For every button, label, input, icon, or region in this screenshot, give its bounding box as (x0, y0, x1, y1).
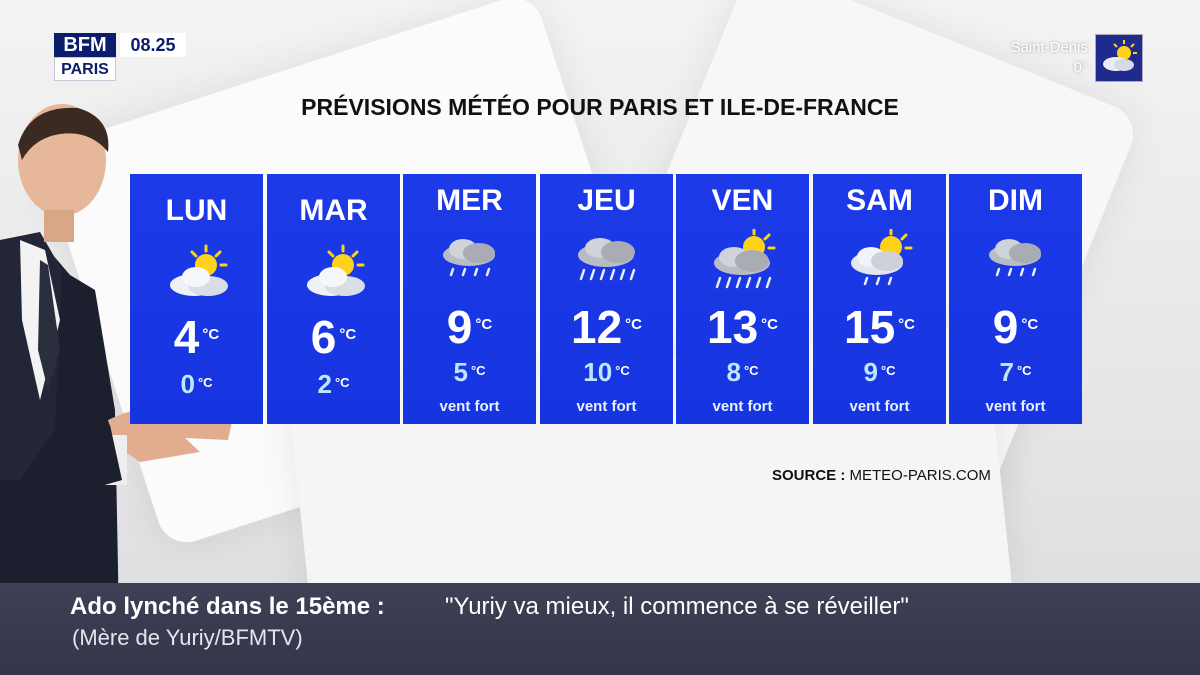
min-temperature: 8 °C (676, 359, 809, 385)
min-temperature-value: 7 (999, 357, 1014, 387)
max-temperature-unit: °C (761, 316, 778, 333)
forecast-title: PRÉVISIONS MÉTÉO POUR PARIS ET ILE-DE-FR… (301, 94, 899, 120)
max-temperature: 9 °C (949, 304, 1082, 350)
forecast-day-panel: LUN 4 °C 0 °C (130, 174, 263, 424)
forecast-day-panel: VEN 13 °C 8 °C vent fort (676, 174, 809, 424)
clock: 08.25 (120, 33, 186, 57)
max-temperature-value: 6 (310, 311, 337, 363)
day-label: SAM (846, 184, 913, 217)
day-label: VEN (711, 184, 774, 217)
max-temperature-value: 12 (570, 301, 623, 353)
min-temperature: 5 °C (403, 359, 536, 385)
min-temperature: 0 °C (130, 371, 263, 397)
heavy-rain-cloud-icon (570, 229, 644, 291)
max-temperature-unit: °C (625, 316, 642, 333)
min-temperature-value: 5 (453, 357, 468, 387)
forecast-day-panel: JEU 12 °C 10 °C vent fort (540, 174, 673, 424)
logo-bfm-text: BFM (54, 33, 116, 57)
sun-rain-icon (843, 228, 917, 291)
min-temperature-unit: °C (880, 363, 896, 378)
banner-quote: "Yuriy va mieux, il commence à se réveil… (445, 593, 909, 620)
sun-heavy-rain-icon (706, 228, 780, 291)
wind-note: vent fort (985, 398, 1046, 415)
corner-weather: Saint-Denis 0° (1010, 38, 1088, 78)
max-temperature-unit: °C (475, 316, 493, 333)
max-temperature: 9 °C (403, 304, 536, 350)
sun-cloud-icon (297, 239, 371, 301)
forecast-day-panel: MAR 6 °C 2 °C (267, 174, 400, 424)
wind-note: vent fort (439, 398, 500, 415)
max-temperature-value: 15 (843, 301, 896, 353)
banner-headline: Ado lynché dans le 15ème : (70, 593, 385, 620)
rain-cloud-icon (979, 229, 1053, 291)
sun-cloud-icon (1095, 34, 1143, 82)
logo-region-text: PARIS (54, 57, 116, 81)
wind-note: vent fort (712, 398, 773, 415)
min-temperature: 10 °C (540, 359, 673, 385)
forecast-day-panel: DIM 9 °C 7 °C vent fort (949, 174, 1082, 424)
min-temperature-unit: °C (1016, 363, 1032, 378)
min-temperature-value: 9 (863, 357, 878, 387)
max-temperature-value: 9 (446, 301, 473, 353)
forecast-day-panel: SAM 15 °C 9 °C vent fort (813, 174, 946, 424)
min-temperature-unit: °C (615, 363, 630, 378)
wind-note: vent fort (576, 398, 637, 415)
max-temperature: 13 °C (676, 304, 809, 350)
day-label: MER (436, 184, 503, 217)
min-temperature-unit: °C (197, 375, 213, 390)
max-temperature-unit: °C (202, 326, 220, 343)
corner-city: Saint-Denis (1010, 39, 1088, 56)
banner-attribution: (Mère de Yuriy/BFMTV) (72, 625, 303, 650)
min-temperature: 2 °C (267, 371, 400, 397)
min-temperature: 9 °C (813, 359, 946, 385)
min-temperature-value: 0 (180, 369, 195, 399)
max-temperature: 6 °C (267, 314, 400, 360)
forecast-day-panel: MER 9 °C 5 °C vent fort (403, 174, 536, 424)
rain-cloud-icon (433, 229, 507, 291)
min-temperature: 7 °C (949, 359, 1082, 385)
news-banner: Ado lynché dans le 15ème : "Yuriy va mie… (0, 583, 1200, 675)
max-temperature-unit: °C (1021, 316, 1039, 333)
sun-cloud-icon (160, 239, 234, 301)
min-temperature-value: 2 (317, 369, 332, 399)
day-label: MAR (299, 194, 368, 227)
max-temperature-value: 4 (173, 311, 200, 363)
corner-temp: 0° (1073, 59, 1088, 76)
presenter-figure (0, 104, 232, 675)
bfm-logo: BFM PARIS (54, 33, 116, 81)
day-label: JEU (577, 184, 636, 217)
day-label: DIM (988, 184, 1043, 217)
max-temperature-value: 13 (706, 301, 759, 353)
min-temperature-unit: °C (743, 363, 759, 378)
max-temperature-unit: °C (339, 326, 357, 343)
min-temperature-unit: °C (470, 363, 486, 378)
min-temperature-value: 8 (726, 357, 741, 387)
source-credit: SOURCE : METEO-PARIS.COM (772, 467, 991, 484)
min-temperature-unit: °C (334, 375, 350, 390)
wind-note: vent fort (849, 398, 910, 415)
max-temperature-value: 9 (992, 301, 1019, 353)
max-temperature-unit: °C (898, 316, 915, 333)
min-temperature-value: 10 (583, 357, 613, 387)
source-label: SOURCE : (772, 467, 846, 484)
source-value: METEO-PARIS.COM (849, 467, 991, 484)
max-temperature: 12 °C (540, 304, 673, 350)
max-temperature: 15 °C (813, 304, 946, 350)
max-temperature: 4 °C (130, 314, 263, 360)
day-label: LUN (165, 194, 228, 227)
